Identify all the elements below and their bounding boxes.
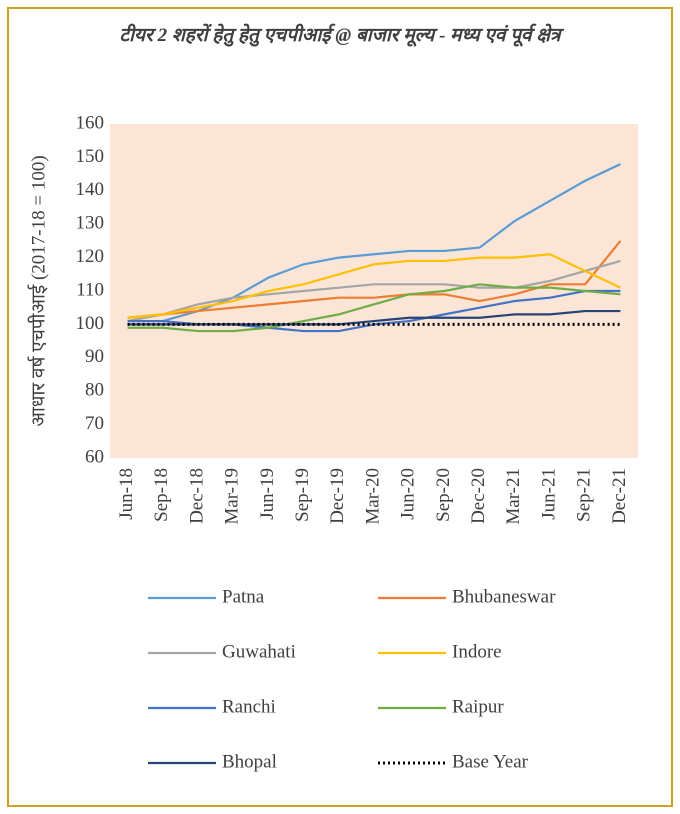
y-axis-label: आधार वर्ष एचपीआई (2017-18 = 100)	[26, 155, 49, 426]
legend-label: Base Year	[452, 751, 529, 772]
x-tick-label: Jun-20	[398, 468, 419, 520]
legend-label: Bhubaneswar	[452, 586, 556, 607]
legend-label: Bhopal	[222, 751, 277, 772]
x-tick-label: Sep-19	[292, 468, 313, 522]
chart-title: टीयर 2 शहरों हेतु हेतु एचपीआई @ बाजार मू…	[119, 25, 561, 46]
x-tick-label: Jun-18	[116, 468, 137, 520]
y-tick-label: 60	[85, 446, 104, 467]
x-tick-label: Mar-21	[503, 468, 524, 525]
x-tick-label: Dec-18	[186, 468, 207, 524]
legend-label: Patna	[222, 586, 265, 607]
plot-area	[110, 124, 638, 458]
series-line	[127, 253, 621, 319]
legend-label: Indore	[452, 641, 502, 662]
y-tick-label: 110	[76, 279, 104, 300]
legend-label: Guwahati	[222, 641, 296, 662]
y-tick-label: 160	[76, 112, 105, 133]
y-tick-label: 100	[76, 313, 105, 334]
x-tick-label: Sep-20	[433, 468, 454, 522]
series-line	[127, 259, 621, 323]
x-tick-label: Jun-19	[257, 468, 278, 520]
x-tick-label: Jun-21	[538, 468, 559, 520]
x-tick-label: Dec-21	[609, 468, 630, 524]
x-tick-label: Mar-20	[362, 468, 383, 525]
legend-label: Ranchi	[222, 696, 276, 717]
y-tick-label: 120	[76, 246, 105, 267]
series-line	[127, 309, 621, 326]
y-tick-label: 70	[85, 413, 104, 434]
series-line	[127, 283, 621, 333]
x-tick-label: Dec-19	[327, 468, 348, 524]
x-tick-label: Mar-19	[222, 468, 243, 525]
x-tick-label: Sep-21	[574, 468, 595, 522]
x-tick-label: Dec-20	[468, 468, 489, 524]
y-tick-label: 150	[76, 146, 105, 167]
y-tick-label: 140	[76, 179, 105, 200]
y-tick-label: 80	[85, 380, 104, 401]
y-tick-label: 90	[85, 346, 104, 367]
x-tick-label: Sep-18	[151, 468, 172, 522]
y-tick-label: 130	[76, 213, 105, 234]
legend-label: Raipur	[452, 696, 504, 717]
